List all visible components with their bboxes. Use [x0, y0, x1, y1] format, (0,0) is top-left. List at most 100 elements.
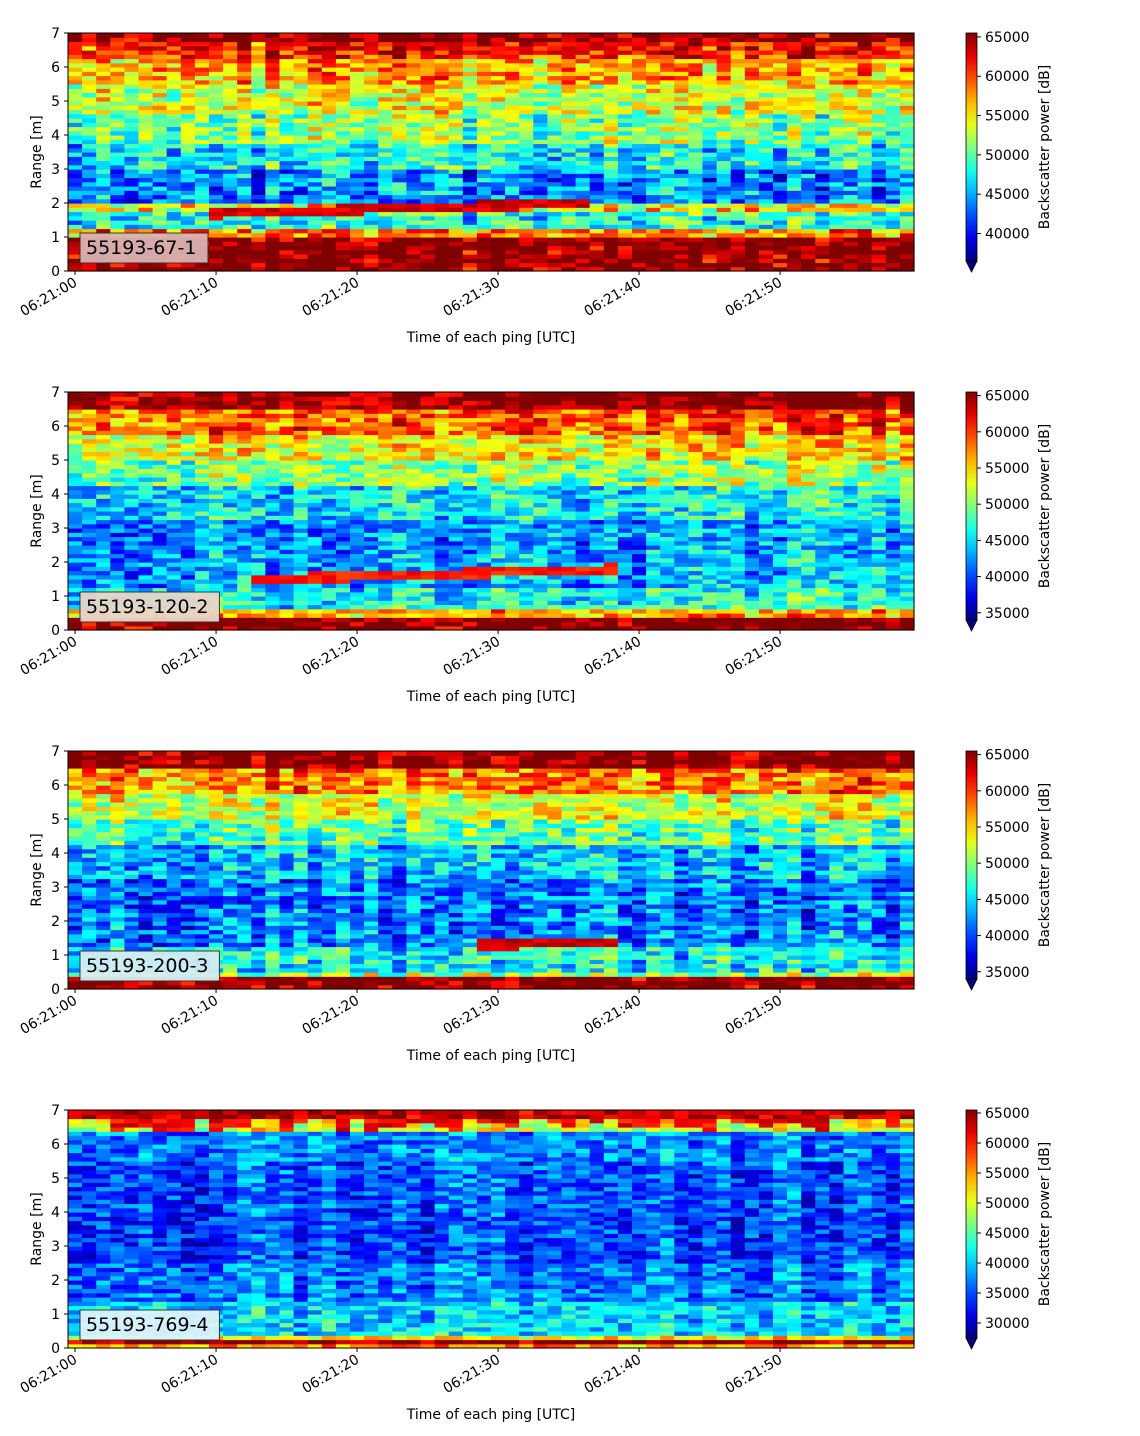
heatmap-cell — [350, 587, 365, 593]
heatmap-cell — [406, 468, 422, 474]
heatmap-cell — [82, 33, 97, 38]
heatmap-cell — [82, 413, 97, 419]
heatmap-cell — [110, 130, 125, 136]
heatmap-cell — [476, 215, 492, 221]
heatmap-cell — [251, 392, 266, 397]
heatmap-cell — [335, 591, 351, 597]
heatmap-cell — [505, 186, 520, 191]
heatmap-cell — [674, 156, 689, 162]
heatmap-cell — [110, 536, 125, 542]
heatmap-cell — [180, 224, 196, 230]
heatmap-cell — [194, 583, 210, 589]
heatmap-cell — [773, 37, 788, 43]
heatmap-cell — [829, 109, 845, 115]
heatmap-cell — [773, 41, 788, 47]
heatmap-cell — [603, 113, 619, 119]
heatmap-cell — [350, 472, 365, 478]
heatmap-cell — [350, 152, 365, 157]
heatmap-cell — [110, 570, 125, 576]
heatmap-cell — [265, 139, 281, 145]
heatmap-cell — [223, 413, 238, 419]
heatmap-cell — [152, 506, 168, 512]
heatmap-cell — [476, 245, 492, 251]
heatmap-cell — [617, 135, 633, 140]
heatmap-cell — [364, 536, 379, 542]
heatmap-cell — [321, 413, 337, 419]
heatmap-cell — [406, 519, 422, 525]
heatmap-cell — [138, 118, 154, 123]
heatmap-cell — [434, 498, 450, 504]
heatmap-cell — [519, 50, 534, 55]
heatmap-cell — [871, 96, 887, 102]
heatmap-cell — [561, 92, 577, 98]
heatmap-cell — [392, 421, 407, 427]
heatmap-cell — [519, 71, 534, 77]
heatmap-cell — [730, 237, 746, 242]
heatmap-cell — [787, 258, 802, 264]
heatmap-cell — [82, 224, 97, 230]
heatmap-cell — [462, 617, 478, 623]
heatmap-cell — [138, 211, 154, 217]
heatmap-cell — [124, 211, 140, 217]
heatmap-cell — [815, 58, 830, 64]
heatmap-cell — [744, 84, 760, 89]
heatmap-cell — [279, 464, 295, 470]
heatmap-cell — [209, 181, 224, 187]
heatmap-cell — [603, 254, 619, 259]
heatmap-cell — [575, 139, 591, 145]
heatmap-cell — [96, 164, 111, 170]
heatmap-cell — [815, 266, 830, 272]
heatmap-cell — [744, 96, 760, 102]
heatmap-cell — [124, 523, 140, 529]
heatmap-cell — [152, 130, 168, 136]
heatmap-cell — [773, 266, 788, 272]
heatmap-cell — [96, 62, 111, 68]
heatmap-cell — [364, 152, 379, 157]
heatmap-cell — [899, 177, 915, 183]
heatmap-cell — [68, 258, 83, 264]
heatmap-cell — [491, 156, 506, 162]
heatmap-cell — [307, 417, 323, 423]
heatmap-cell — [632, 232, 647, 238]
heatmap-cell — [96, 126, 111, 132]
heatmap-cell — [674, 228, 689, 234]
heatmap-cell — [589, 130, 605, 136]
heatmap-cell — [392, 156, 407, 162]
heatmap-cell — [744, 245, 760, 251]
heatmap-cell — [603, 169, 619, 174]
heatmap-cell — [335, 173, 351, 179]
heatmap-cell — [801, 177, 816, 183]
heatmap-cell — [660, 190, 675, 196]
heatmap-cell — [406, 417, 422, 423]
heatmap-cell — [744, 228, 760, 234]
heatmap-cell — [321, 562, 337, 567]
heatmap-cell — [420, 481, 436, 487]
heatmap-cell — [744, 54, 760, 60]
heatmap-cell — [350, 254, 365, 259]
heatmap-cell — [815, 237, 830, 242]
heatmap-cell — [406, 515, 422, 521]
heatmap-cell — [406, 621, 422, 627]
heatmap-cell — [321, 122, 337, 128]
heatmap-cell — [899, 152, 915, 157]
heatmap-cell — [378, 481, 393, 487]
heatmap-cell — [434, 33, 450, 38]
heatmap-cell — [589, 215, 605, 221]
heatmap-cell — [476, 203, 492, 208]
heatmap-cell — [138, 549, 154, 555]
heatmap-cell — [279, 84, 295, 89]
heatmap-cell — [448, 147, 464, 153]
heatmap-cell — [152, 71, 168, 77]
heatmap-cell — [462, 249, 478, 255]
heatmap-cell — [730, 147, 746, 153]
heatmap-cell — [110, 50, 125, 55]
heatmap-cell — [801, 75, 816, 81]
heatmap-cell — [829, 84, 845, 89]
heatmap-cell — [251, 600, 266, 606]
heatmap-cell — [307, 579, 323, 584]
heatmap-cell — [251, 122, 266, 128]
heatmap-cell — [829, 41, 845, 47]
heatmap-cell — [899, 215, 915, 221]
heatmap-cell — [152, 62, 168, 68]
heatmap-cell — [378, 587, 393, 593]
